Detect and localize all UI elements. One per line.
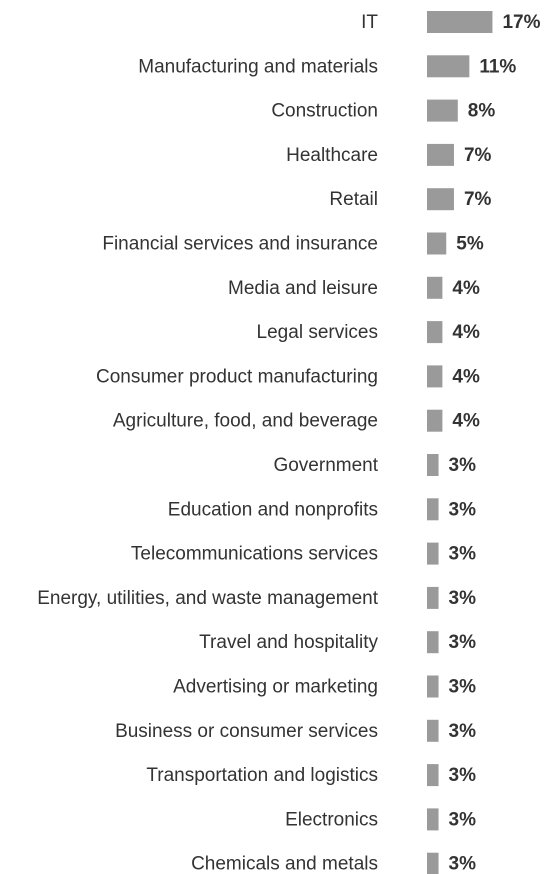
category-label: Business or consumer services (115, 721, 378, 742)
bar (427, 365, 443, 388)
bar (427, 321, 443, 344)
bar (427, 542, 439, 565)
value-label: 3% (449, 765, 477, 786)
value-label: 4% (452, 322, 480, 343)
category-label: Media and leisure (228, 278, 378, 299)
bar (427, 276, 443, 299)
category-label: Energy, utilities, and waste management (37, 588, 378, 609)
bar (427, 631, 439, 654)
value-label: 3% (449, 677, 477, 698)
value-label: 5% (456, 234, 484, 255)
category-label: Electronics (285, 809, 378, 830)
category-label: Advertising or marketing (173, 677, 378, 698)
category-label: Education and nonprofits (168, 499, 378, 520)
bar (427, 852, 439, 874)
bar (427, 764, 439, 787)
category-label: Agriculture, food, and beverage (113, 411, 378, 432)
category-label: IT (361, 12, 378, 33)
category-label: Government (273, 455, 378, 476)
category-label: Manufacturing and materials (138, 56, 378, 77)
category-label: Transportation and logistics (146, 765, 378, 786)
bar (427, 498, 439, 521)
bar (427, 143, 454, 166)
value-label: 3% (449, 455, 477, 476)
value-label: 3% (449, 854, 477, 874)
value-label: 3% (449, 544, 477, 565)
bar (427, 11, 493, 33)
value-label: 3% (449, 499, 477, 520)
value-label: 17% (502, 12, 540, 33)
bar (427, 409, 443, 432)
category-label: Healthcare (286, 145, 378, 166)
bar (427, 586, 439, 609)
value-label: 4% (452, 411, 480, 432)
value-label: 11% (479, 56, 516, 77)
value-label: 4% (452, 366, 480, 387)
category-label: Chemicals and metals (191, 854, 378, 874)
bar (427, 719, 439, 742)
value-label: 7% (464, 145, 492, 166)
category-label: Financial services and insurance (102, 234, 378, 255)
bar (427, 232, 447, 255)
category-label: Consumer product manufacturing (96, 366, 378, 387)
category-label: Telecommunications services (131, 544, 378, 565)
value-label: 3% (449, 721, 477, 742)
bar (427, 808, 439, 831)
bar (427, 99, 458, 122)
value-label: 3% (449, 809, 477, 830)
bar (427, 454, 439, 476)
category-label: Legal services (257, 322, 378, 343)
bar (427, 55, 470, 78)
value-label: 3% (449, 632, 477, 653)
bar (427, 675, 439, 698)
value-label: 4% (452, 278, 480, 299)
bar (427, 188, 454, 211)
value-label: 7% (464, 189, 492, 210)
value-label: 8% (468, 101, 496, 122)
category-label: Travel and hospitality (199, 632, 378, 653)
category-label: Construction (271, 101, 378, 122)
category-label: Retail (329, 189, 378, 210)
value-label: 3% (449, 588, 477, 609)
